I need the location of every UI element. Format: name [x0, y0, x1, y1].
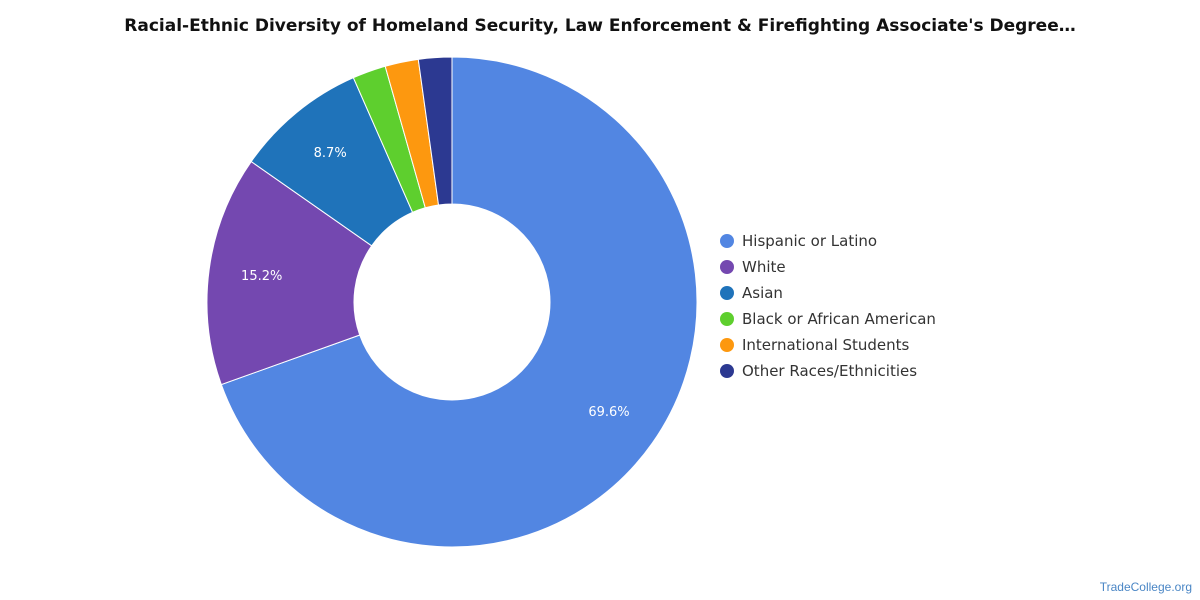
slice-hispanic-or-latino[interactable] — [220, 56, 698, 548]
legend-label: Hispanic or Latino — [742, 232, 878, 250]
legend: Hispanic or Latino White Asian Black or Afr… — [720, 228, 936, 384]
legend-swatch-icon — [720, 364, 734, 378]
chart-title: Racial-Ethnic Diversity of Homeland Secu… — [124, 16, 1076, 36]
legend-swatch-icon — [720, 260, 734, 274]
data-label-white: 15.2% — [241, 269, 282, 284]
legend-item-international-students[interactable]: International Students — [720, 332, 936, 358]
legend-swatch-icon — [720, 312, 734, 326]
legend-item-asian[interactable]: Asian — [720, 280, 936, 306]
legend-swatch-icon — [720, 338, 734, 352]
legend-label: Black or African American — [742, 310, 936, 328]
legend-item-other-races-ethnicities[interactable]: Other Races/Ethnicities — [720, 358, 936, 384]
legend-swatch-icon — [720, 234, 734, 248]
legend-label: Asian — [742, 284, 783, 302]
legend-label: International Students — [742, 336, 910, 354]
slice-other-races-ethnicities[interactable] — [417, 56, 453, 206]
legend-label: Other Races/Ethnicities — [742, 362, 918, 380]
data-label-asian: 8.7% — [314, 146, 347, 161]
source-credit[interactable]: TradeCollege.org — [1099, 580, 1192, 594]
data-label-hispanic-or-latino: 69.6% — [588, 405, 629, 420]
legend-item-white[interactable]: White — [720, 254, 936, 280]
legend-item-black-or-african-american[interactable]: Black or African American — [720, 306, 936, 332]
legend-swatch-icon — [720, 286, 734, 300]
legend-item-hispanic-or-latino[interactable]: Hispanic or Latino — [720, 228, 936, 254]
legend-label: White — [742, 258, 786, 276]
